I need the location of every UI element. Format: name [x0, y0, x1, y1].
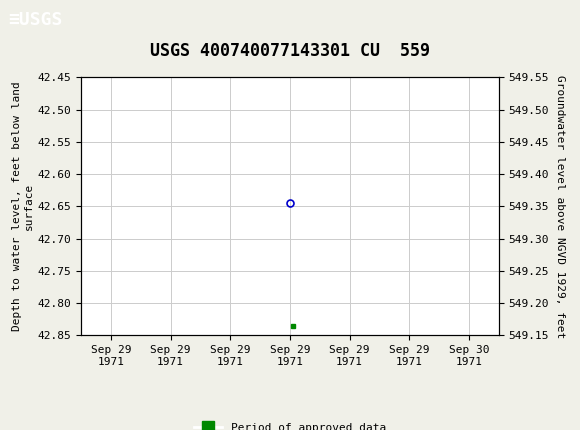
Text: USGS 400740077143301 CU  559: USGS 400740077143301 CU 559: [150, 42, 430, 60]
Text: ≡USGS: ≡USGS: [9, 12, 63, 29]
Y-axis label: Depth to water level, feet below land
surface: Depth to water level, feet below land su…: [12, 82, 34, 331]
Legend: Period of approved data: Period of approved data: [194, 423, 386, 430]
Y-axis label: Groundwater level above NGVD 1929, feet: Groundwater level above NGVD 1929, feet: [554, 75, 564, 338]
